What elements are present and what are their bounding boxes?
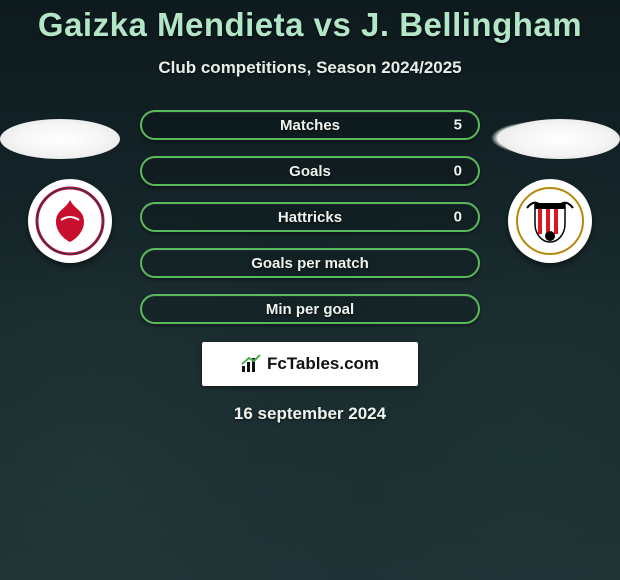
stat-row: Goals 0 [140, 156, 480, 186]
stat-row: Goals per match [140, 248, 480, 278]
stat-row: Matches 5 [140, 110, 480, 140]
comparison-title: Gaizka Mendieta vs J. Bellingham [0, 6, 620, 44]
chart-icon [241, 354, 261, 374]
stat-label: Goals [289, 163, 331, 180]
brand-badge: FcTables.com [202, 342, 418, 386]
stat-label: Goals per match [251, 255, 369, 272]
stat-right-value: 0 [454, 163, 462, 180]
stat-label: Min per goal [266, 301, 354, 318]
stat-right-value: 0 [454, 209, 462, 226]
stat-row: Hattricks 0 [140, 202, 480, 232]
stat-label: Hattricks [278, 209, 342, 226]
stats-list: Matches 5 Goals 0 Hattricks 0 Goals per … [140, 110, 480, 324]
brand-text: FcTables.com [267, 354, 379, 374]
stat-row: Min per goal [140, 294, 480, 324]
comparison-subtitle: Club competitions, Season 2024/2025 [0, 58, 620, 78]
stat-right-value: 5 [454, 117, 462, 134]
snapshot-date: 16 september 2024 [0, 404, 620, 424]
stat-label: Matches [280, 117, 340, 134]
